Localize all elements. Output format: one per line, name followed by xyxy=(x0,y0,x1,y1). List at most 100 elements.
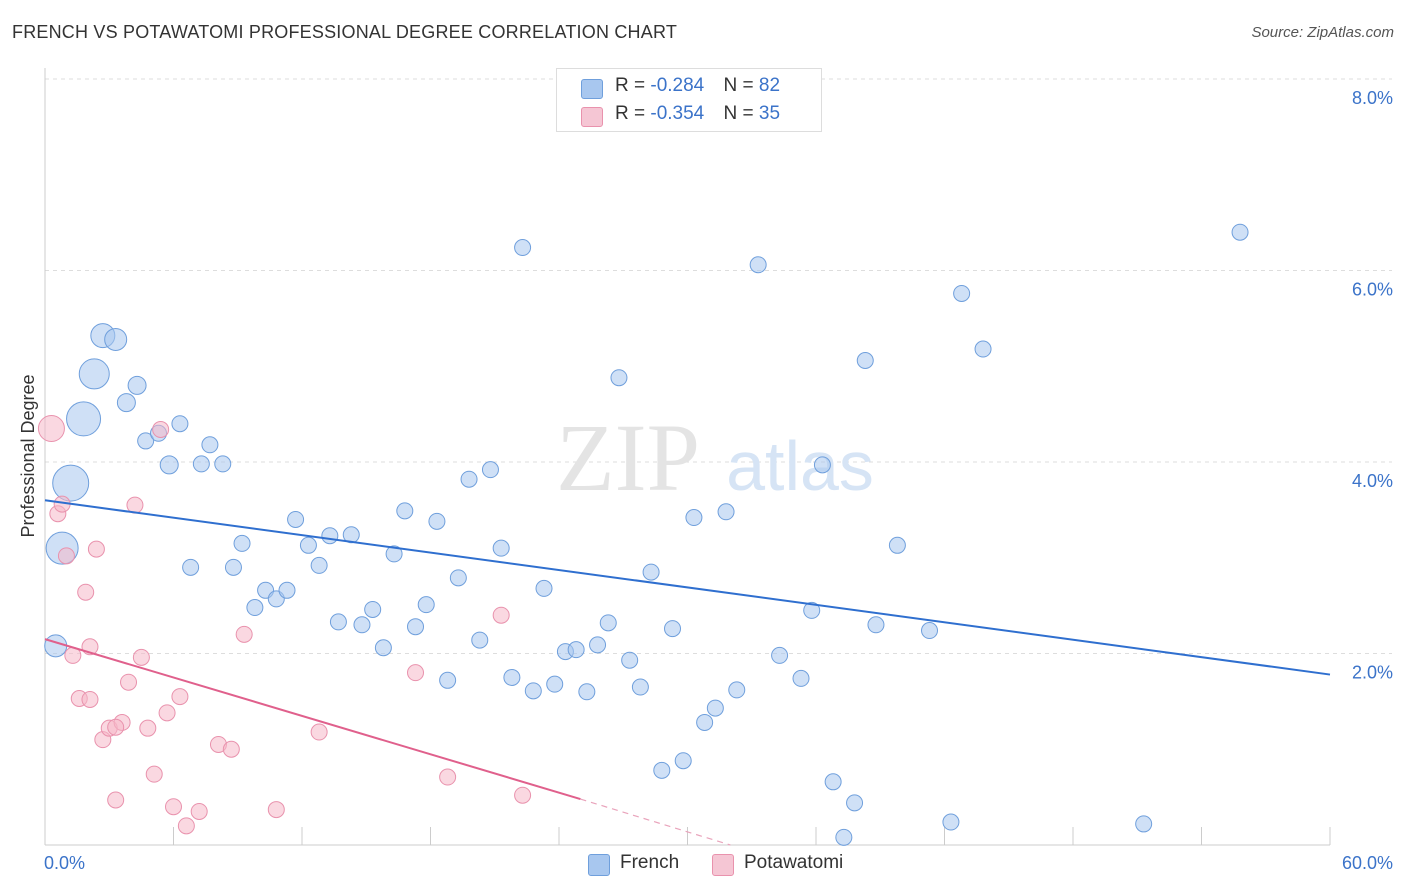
french-point xyxy=(589,636,607,654)
french-point xyxy=(224,558,242,576)
french-point xyxy=(201,436,219,454)
french-point xyxy=(813,456,831,474)
french-point xyxy=(182,558,200,576)
legend-n-value-french: 82 xyxy=(758,75,781,96)
potawatomi-point xyxy=(267,801,285,819)
french-points xyxy=(44,223,1249,846)
french-point xyxy=(524,682,542,700)
french-point xyxy=(353,616,371,634)
french-point xyxy=(567,641,585,659)
potawatomi-point xyxy=(158,704,176,722)
french-point xyxy=(835,828,853,846)
french-point xyxy=(1135,815,1153,833)
bottom-legend-swatch-french xyxy=(588,854,610,876)
french-point xyxy=(310,556,328,574)
french-point xyxy=(610,369,628,387)
french-point xyxy=(116,393,136,413)
potawatomi-trend-line xyxy=(44,638,581,800)
french-point xyxy=(374,639,392,657)
french-point xyxy=(888,536,906,554)
source-label: Source: ZipAtlas.com xyxy=(1251,24,1394,41)
french-point xyxy=(78,358,110,390)
french-point xyxy=(364,600,382,618)
french-point xyxy=(974,340,992,358)
french-point xyxy=(66,401,102,437)
french-point xyxy=(749,256,767,274)
potawatomi-point xyxy=(177,817,195,835)
french-point xyxy=(942,813,960,831)
french-point xyxy=(449,569,467,587)
watermark-zip: ZIP xyxy=(556,404,700,511)
potawatomi-point xyxy=(407,664,425,682)
legend-n-label-potawatomi: N = xyxy=(723,103,759,124)
potawatomi-point xyxy=(139,719,157,737)
french-point xyxy=(321,527,339,545)
bottom-legend-swatch-potawatomi xyxy=(712,854,734,876)
french-point xyxy=(728,681,746,699)
potawatomi-point xyxy=(492,606,510,624)
potawatomi-point xyxy=(81,690,99,708)
grid-lines xyxy=(45,78,1392,654)
french-point xyxy=(599,614,617,632)
french-point xyxy=(546,675,564,693)
legend-n-label-french: N = xyxy=(723,75,759,96)
potawatomi-point xyxy=(120,673,138,691)
potawatomi-point xyxy=(152,420,170,438)
potawatomi-point xyxy=(235,625,253,643)
y-tick-label: 4.0% xyxy=(1352,471,1393,491)
french-point xyxy=(417,596,435,614)
potawatomi-point xyxy=(514,786,532,804)
bottom-legend-french: French xyxy=(620,852,680,873)
french-point xyxy=(824,773,842,791)
french-point xyxy=(287,510,305,528)
legend-r-label-potawatomi: R = xyxy=(615,103,651,124)
chart-title: FRENCH VS POTAWATOMI PROFESSIONAL DEGREE… xyxy=(12,22,678,42)
axis-labels: 2.0% 4.0% 6.0% 8.0% 0.0% 60.0% Professional De… xyxy=(18,88,1393,873)
french-point xyxy=(664,620,682,638)
potawatomi-point xyxy=(37,414,65,442)
x-tick-label-start: 0.0% xyxy=(44,853,85,873)
y-tick-label: 8.0% xyxy=(1352,88,1393,108)
french-trend-line xyxy=(44,499,1331,676)
french-point xyxy=(428,512,446,530)
french-point xyxy=(578,683,596,701)
french-point xyxy=(214,455,232,473)
legend-r-label-french: R = xyxy=(615,75,651,96)
legend-row-potawatomi: R = -0.354 N = 35 xyxy=(581,103,781,127)
potawatomi-point xyxy=(57,547,75,565)
french-point xyxy=(127,375,147,395)
french-point xyxy=(792,669,810,687)
french-point xyxy=(706,699,724,717)
french-point xyxy=(137,432,155,450)
french-point xyxy=(674,752,692,770)
french-point xyxy=(159,455,179,475)
french-point xyxy=(171,415,189,433)
potawatomi-point xyxy=(222,740,240,758)
french-point xyxy=(653,761,671,779)
x-tick-label-end: 60.0% xyxy=(1342,853,1393,873)
y-tick-label: 2.0% xyxy=(1352,663,1393,683)
potawatomi-point xyxy=(310,723,328,741)
french-point xyxy=(460,470,478,488)
french-point xyxy=(621,651,639,669)
french-point xyxy=(329,613,347,631)
potawatomi-point xyxy=(171,688,189,706)
legend-n-value-potawatomi: 35 xyxy=(758,103,781,124)
legend-r-value-potawatomi: -0.354 xyxy=(650,103,705,124)
bottom-legend-potawatomi: Potawatomi xyxy=(744,852,844,873)
french-point xyxy=(278,581,296,599)
legend: R = -0.284 N = 82 R = -0.354 N = 35 xyxy=(556,68,822,132)
french-point xyxy=(685,509,703,527)
potawatomi-point xyxy=(145,765,163,783)
french-point xyxy=(233,534,251,552)
french-point xyxy=(514,239,532,257)
french-point xyxy=(1231,223,1249,241)
potawatomi-point xyxy=(87,540,105,558)
french-point xyxy=(299,536,317,554)
french-point xyxy=(481,461,499,479)
french-point xyxy=(192,455,210,473)
french-point xyxy=(631,678,649,696)
french-point xyxy=(696,713,714,731)
french-point xyxy=(803,601,821,619)
french-point xyxy=(471,631,489,649)
